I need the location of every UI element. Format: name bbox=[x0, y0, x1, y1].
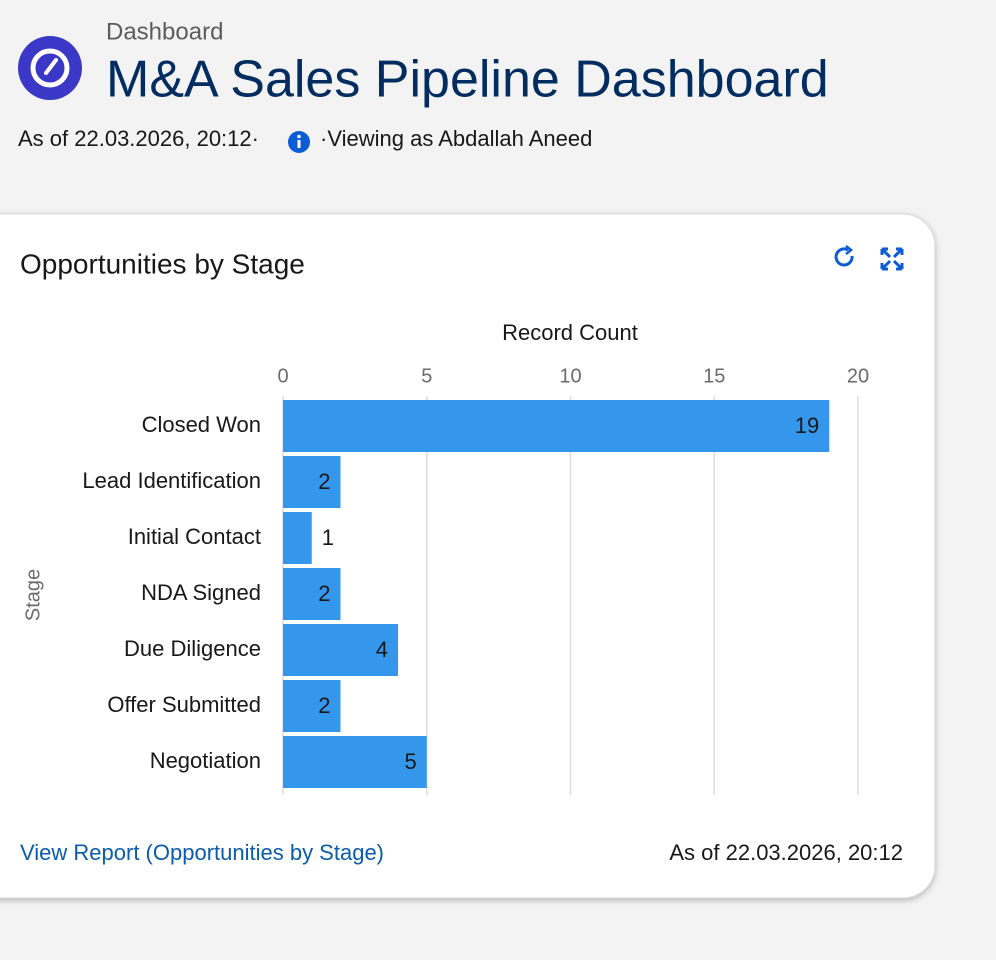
expand-button[interactable] bbox=[880, 247, 904, 271]
x-tick-label: 0 bbox=[277, 365, 288, 387]
footer-as-of: As of 22.03.2026, 20:12 bbox=[669, 840, 903, 865]
y-tick-label: Offer Submitted bbox=[107, 692, 261, 717]
app-icon bbox=[18, 36, 82, 100]
y-tick-label: Due Diligence bbox=[124, 636, 261, 661]
x-tick-label: 10 bbox=[559, 365, 581, 387]
y-tick-label: Initial Contact bbox=[128, 524, 261, 549]
y-tick-label: Negotiation bbox=[150, 748, 261, 773]
value-label: 4 bbox=[376, 637, 388, 662]
widget-title: Opportunities by Stage bbox=[20, 248, 305, 279]
value-label: 2 bbox=[318, 469, 330, 494]
bar bbox=[283, 736, 427, 788]
bar bbox=[283, 400, 830, 452]
bar bbox=[283, 680, 341, 732]
y-tick-label: NDA Signed bbox=[141, 580, 261, 605]
bar bbox=[283, 568, 341, 620]
x-tick-label: 5 bbox=[421, 365, 432, 387]
widget-card bbox=[0, 213, 936, 899]
value-label: 19 bbox=[795, 413, 819, 438]
breadcrumb[interactable]: Dashboard bbox=[106, 18, 223, 45]
value-label: 1 bbox=[322, 525, 334, 550]
x-axis-title: Record Count bbox=[502, 320, 638, 345]
page-title: M&A Sales Pipeline Dashboard bbox=[106, 51, 829, 109]
y-tick-label: Lead Identification bbox=[82, 468, 261, 493]
bar bbox=[283, 456, 341, 508]
viewing-as: ·Viewing as Abdallah Aneed bbox=[320, 126, 592, 151]
as-of: As of 22.03.2026, 20:12· bbox=[18, 126, 259, 151]
value-label: 2 bbox=[318, 693, 330, 718]
value-label: 5 bbox=[405, 749, 417, 774]
y-axis-title: Stage bbox=[22, 569, 44, 621]
bar bbox=[283, 512, 312, 564]
x-tick-label: 15 bbox=[703, 365, 725, 387]
refresh-button[interactable] bbox=[834, 245, 854, 267]
bar bbox=[283, 624, 398, 676]
y-tick-label: Closed Won bbox=[142, 412, 261, 437]
view-report-link[interactable]: View Report (Opportunities by Stage) bbox=[20, 840, 384, 865]
value-label: 2 bbox=[318, 581, 330, 606]
info-icon[interactable] bbox=[288, 131, 310, 153]
x-tick-label: 20 bbox=[847, 365, 869, 387]
